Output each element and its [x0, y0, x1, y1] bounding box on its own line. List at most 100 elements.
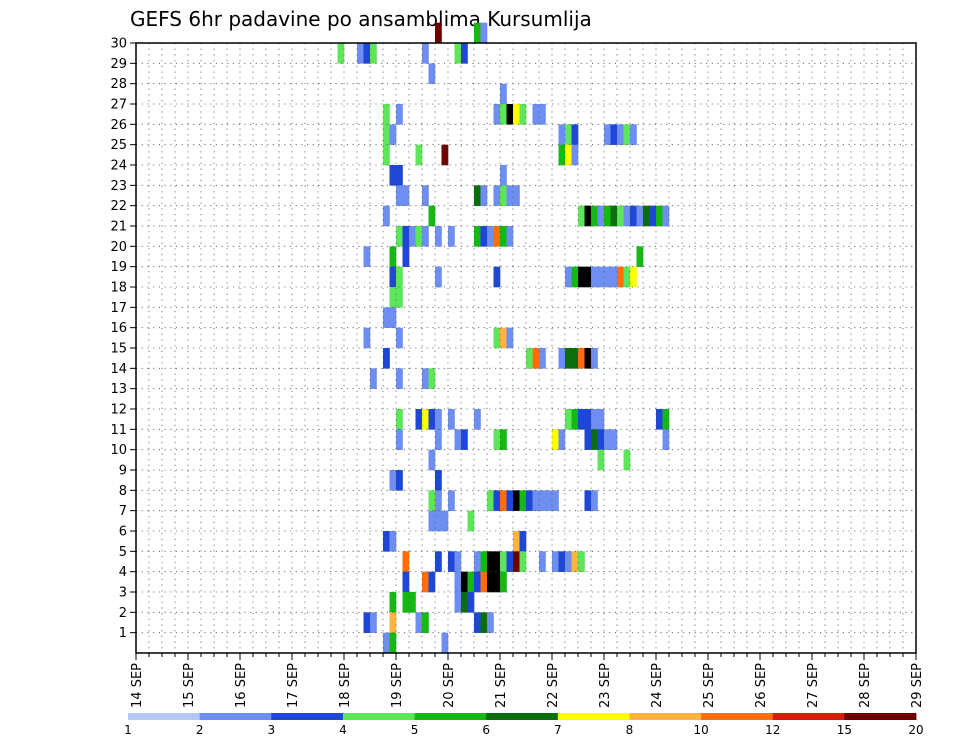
grid-lines	[136, 43, 916, 653]
data-cells	[337, 22, 670, 654]
precip-cell	[480, 226, 488, 247]
precip-cell	[565, 409, 572, 430]
precip-cell	[396, 470, 403, 491]
legend-label: 8	[626, 723, 634, 737]
y-tick-label: 26	[110, 118, 127, 133]
precip-cell	[565, 124, 572, 145]
y-tick-label: 14	[110, 362, 127, 377]
precip-cell	[552, 490, 559, 511]
precip-cell	[591, 490, 598, 511]
legend-label: 7	[554, 723, 562, 737]
precip-cell	[370, 43, 377, 64]
precip-cell	[428, 571, 436, 593]
precip-cell	[571, 409, 579, 430]
precip-cell	[422, 368, 429, 389]
precip-cell	[435, 470, 442, 491]
legend-swatch	[128, 713, 201, 720]
precip-cell	[396, 287, 403, 308]
precip-cell	[519, 551, 527, 572]
precip-cell	[597, 205, 605, 227]
y-tick-label: 10	[110, 443, 127, 458]
precip-cell	[500, 83, 507, 105]
precip-cell	[578, 266, 585, 288]
precip-cell	[591, 429, 598, 450]
precip-cell	[448, 226, 455, 247]
precip-cell	[604, 205, 611, 227]
precip-cell	[493, 185, 501, 206]
y-tick-label: 23	[110, 179, 127, 194]
y-tick-label: 21	[110, 220, 127, 235]
precip-cell	[493, 104, 501, 125]
legend-swatch	[199, 713, 272, 720]
precip-cell	[467, 592, 475, 613]
precip-cell	[519, 531, 527, 552]
precip-cell	[539, 551, 546, 572]
precip-cell	[389, 307, 397, 328]
precip-cell	[435, 226, 442, 247]
precip-cell	[435, 551, 442, 572]
precip-cell	[604, 266, 611, 288]
precip-cell	[643, 205, 650, 227]
precip-cell	[422, 571, 429, 593]
precip-cell	[454, 571, 462, 593]
precip-cell	[428, 205, 436, 227]
precip-cell	[474, 612, 481, 633]
legend-swatch	[844, 713, 917, 720]
precip-cell	[402, 571, 410, 593]
precip-cell	[539, 348, 546, 369]
y-tick-label: 17	[110, 301, 127, 316]
precip-cell	[474, 226, 481, 247]
precip-cell	[571, 348, 579, 369]
precip-cell	[493, 571, 501, 593]
precip-cell	[396, 104, 403, 125]
precip-cell	[383, 124, 390, 145]
precip-cell	[435, 22, 442, 44]
precip-cell	[480, 612, 488, 633]
precip-cell	[552, 551, 559, 572]
chart-title: GEFS 6hr padavine po ansamblima Kursumli…	[130, 7, 592, 31]
precip-cell	[389, 124, 397, 145]
precip-cell	[500, 185, 507, 206]
y-tick-label: 16	[110, 321, 127, 336]
precip-cell	[526, 490, 533, 511]
precip-cell	[493, 551, 501, 572]
legend-swatch	[701, 713, 774, 720]
precip-cell	[474, 185, 481, 206]
legend-swatch	[414, 713, 487, 720]
legend-label: 6	[482, 723, 490, 737]
precip-cell	[415, 612, 423, 633]
y-tick-label: 3	[119, 586, 127, 601]
y-tick-label: 18	[110, 281, 127, 296]
y-tick-label: 15	[110, 342, 127, 357]
y-tick-label: 27	[110, 98, 127, 113]
precip-cell	[396, 429, 403, 450]
y-tick-label: 6	[119, 525, 127, 540]
precip-cell	[396, 165, 403, 186]
precip-cell	[461, 571, 468, 593]
precip-cell	[422, 43, 429, 64]
precip-cell	[513, 551, 520, 572]
precip-cell	[662, 409, 670, 430]
precip-cell	[467, 571, 475, 593]
precip-cell	[389, 246, 397, 267]
precip-cell	[422, 185, 429, 206]
precip-cell	[565, 144, 572, 166]
precip-cell	[558, 429, 566, 450]
y-tick-label: 4	[119, 565, 127, 580]
precip-cell	[662, 205, 670, 227]
precip-cell	[610, 205, 618, 227]
precip-cell	[493, 327, 501, 349]
legend-label: 12	[765, 723, 780, 737]
precip-cell	[597, 409, 605, 430]
precip-cell	[480, 185, 488, 206]
precip-cell	[428, 449, 436, 471]
precip-cell	[448, 490, 455, 511]
precip-cell	[623, 205, 631, 227]
legend-swatch	[271, 713, 344, 720]
precip-cell	[571, 124, 579, 145]
precip-cell	[461, 43, 468, 64]
x-tick-label: 27 SEP	[806, 663, 821, 708]
x-tick-label: 15 SEP	[182, 663, 197, 708]
precip-cell	[591, 266, 598, 288]
legend-label: 20	[908, 723, 923, 737]
